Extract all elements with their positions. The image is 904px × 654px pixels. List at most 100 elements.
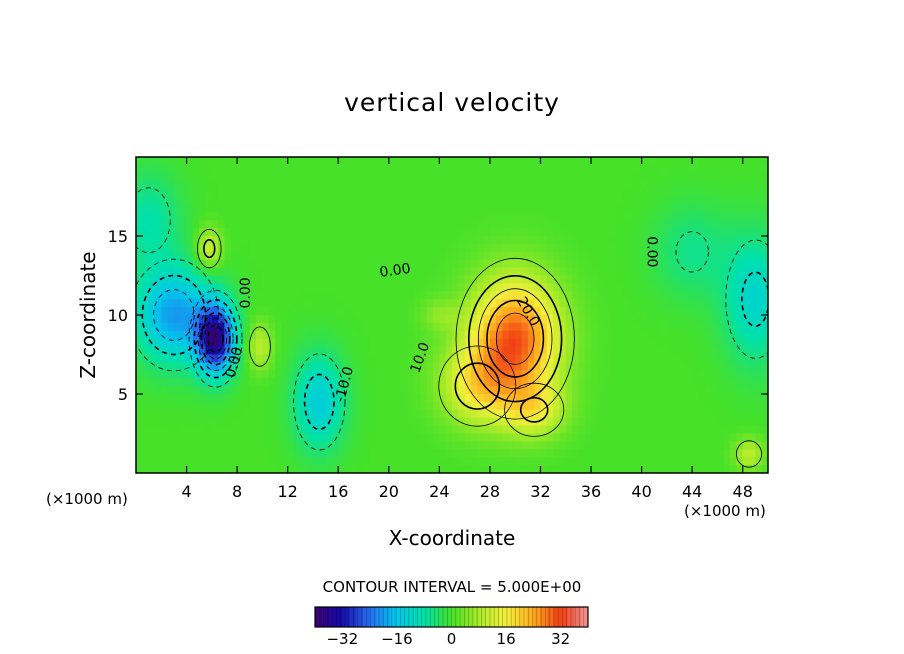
heatmap-cell — [275, 315, 282, 324]
heatmap-cell — [243, 425, 251, 435]
heatmap-cell — [180, 204, 188, 213]
heatmap-cell — [508, 346, 516, 356]
heatmap-cell — [136, 354, 143, 363]
heatmap-cell — [262, 180, 270, 190]
heatmap-cell — [154, 243, 162, 253]
heatmap-cell — [312, 291, 320, 300]
heatmap-cell — [717, 196, 725, 205]
heatmap-cell — [654, 346, 662, 356]
heatmap-cell — [426, 346, 434, 356]
heatmap-cell — [723, 172, 731, 182]
heatmap-cell — [654, 251, 662, 261]
heatmap-cell — [685, 386, 693, 395]
heatmap-cell — [331, 322, 339, 332]
heatmap-cell — [452, 251, 459, 261]
heatmap-cell — [325, 322, 333, 332]
heatmap-cell — [597, 362, 605, 371]
heatmap-cell — [388, 433, 396, 442]
heatmap-cell — [382, 457, 390, 466]
heatmap-cell — [496, 157, 504, 166]
heatmap-cell — [357, 243, 365, 253]
heatmap-cell — [458, 275, 466, 284]
heatmap-cell — [300, 330, 308, 340]
heatmap-cell — [186, 243, 194, 253]
heatmap-cell — [363, 457, 371, 466]
heatmap-cell — [685, 394, 693, 403]
heatmap-cell — [458, 267, 466, 277]
heatmap-cell — [344, 299, 352, 308]
heatmap-cell — [628, 409, 636, 419]
heatmap-cell — [407, 386, 415, 395]
heatmap-cell — [350, 409, 358, 419]
heatmap-cell — [186, 425, 194, 435]
heatmap-cell — [508, 425, 516, 435]
heatmap-cell — [268, 267, 276, 277]
heatmap-cell — [546, 283, 554, 292]
heatmap-cell — [426, 417, 434, 427]
heatmap-cell — [540, 378, 548, 387]
heatmap-cell — [647, 401, 655, 411]
heatmap-cell — [685, 338, 693, 348]
heatmap-cell — [382, 409, 390, 419]
heatmap-cell — [369, 346, 377, 356]
heatmap-cell — [426, 299, 434, 308]
heatmap-cell — [540, 259, 548, 269]
heatmap-cell — [673, 172, 681, 182]
heatmap-cell — [761, 457, 768, 466]
heatmap-cell — [464, 354, 472, 363]
heatmap-cell — [685, 180, 693, 190]
heatmap-cell — [281, 212, 289, 221]
heatmap-cell — [357, 417, 365, 427]
heatmap-cell — [736, 204, 744, 213]
heatmap-cell — [565, 180, 573, 190]
heatmap-cell — [660, 299, 668, 308]
heatmap-cell — [452, 291, 459, 300]
heatmap-cell — [376, 164, 384, 174]
heatmap-cell — [698, 251, 706, 261]
heatmap-cell — [452, 425, 459, 435]
heatmap-cell — [136, 188, 143, 198]
heatmap-cell — [167, 212, 175, 221]
heatmap-cell — [224, 394, 232, 403]
heatmap-cell — [673, 449, 681, 458]
heatmap-cell — [704, 267, 712, 277]
heatmap-cell — [647, 394, 655, 403]
heatmap-cell — [742, 330, 750, 340]
heatmap-cell — [572, 354, 579, 363]
heatmap-cell — [578, 172, 586, 182]
heatmap-cell — [685, 378, 693, 387]
heatmap-cell — [730, 291, 737, 300]
heatmap-cell — [673, 220, 681, 229]
heatmap-cell — [325, 346, 333, 356]
heatmap-cell — [483, 236, 491, 245]
heatmap-cell — [654, 275, 662, 284]
contour-line — [468, 275, 563, 403]
heatmap-cell — [426, 338, 434, 348]
heatmap-cell — [357, 157, 365, 166]
heatmap-cell — [401, 188, 409, 198]
heatmap-cell — [426, 425, 434, 435]
heatmap-cell — [401, 330, 409, 340]
heatmap-cell — [591, 401, 598, 411]
heatmap-cell — [376, 433, 384, 442]
heatmap-cell — [502, 291, 510, 300]
heatmap-cell — [426, 409, 434, 419]
heatmap-cell — [723, 220, 731, 229]
heatmap-cell — [502, 196, 510, 205]
heatmap-cell — [148, 370, 156, 379]
heatmap-cell — [161, 283, 169, 292]
heatmap-cell — [508, 180, 516, 190]
heatmap-cell — [154, 330, 162, 340]
heatmap-cell — [477, 259, 485, 269]
heatmap-cell — [237, 441, 245, 450]
heatmap-cell — [521, 196, 529, 205]
heatmap-cell — [742, 338, 750, 348]
heatmap-cell — [319, 370, 327, 379]
heatmap-cell — [388, 362, 396, 371]
heatmap-cell — [192, 465, 200, 473]
x-tick-label: 4 — [181, 482, 191, 501]
heatmap-cell — [742, 457, 750, 466]
heatmap-cell — [470, 243, 478, 253]
heatmap-cell — [243, 228, 251, 237]
heatmap-cell — [761, 204, 768, 213]
